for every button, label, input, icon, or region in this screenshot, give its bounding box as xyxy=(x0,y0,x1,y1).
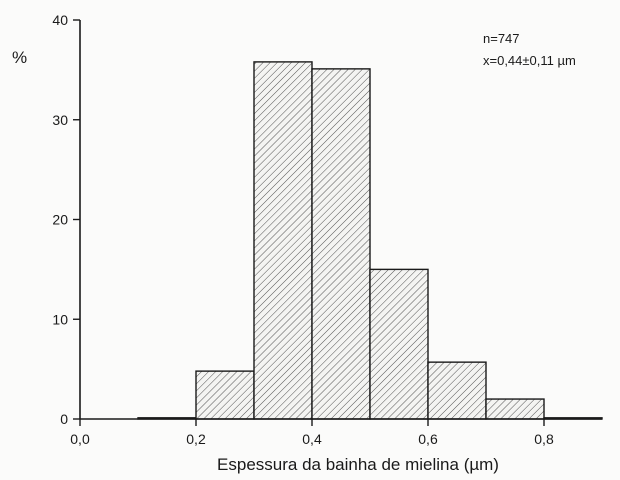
mean-annotation: x=0,44±0,11 µm xyxy=(483,53,576,68)
x-axis-title: Espessura da bainha de mielina (µm) xyxy=(217,455,499,474)
x-ticks-group: 0,0 0,2 0,4 0,6 0,8 xyxy=(70,419,554,447)
y-tick-label-0: 0 xyxy=(60,411,68,427)
bars-group xyxy=(138,62,602,419)
x-tick-label-0: 0,0 xyxy=(70,431,90,447)
y-ticks-group: 0 10 20 30 40 xyxy=(52,12,80,427)
y-tick-label-4: 40 xyxy=(52,12,68,28)
x-tick-label-2: 0,4 xyxy=(302,431,322,447)
y-tick-label-1: 10 xyxy=(52,311,68,327)
x-tick-label-4: 0,8 xyxy=(534,431,554,447)
sample-size-annotation: n=747 xyxy=(483,31,520,46)
histogram-bar-3 xyxy=(312,69,370,419)
y-axis-title: % xyxy=(12,48,27,67)
y-tick-label-2: 20 xyxy=(52,212,68,228)
x-tick-label-3: 0,6 xyxy=(418,431,438,447)
histogram-bar-6 xyxy=(486,399,544,419)
x-tick-label-1: 0,2 xyxy=(186,431,206,447)
y-tick-label-3: 30 xyxy=(52,112,68,128)
histogram-bar-2 xyxy=(254,62,312,419)
histogram-bar-5 xyxy=(428,362,486,419)
histogram-bar-4 xyxy=(370,269,428,419)
histogram-bar-1 xyxy=(196,371,254,419)
